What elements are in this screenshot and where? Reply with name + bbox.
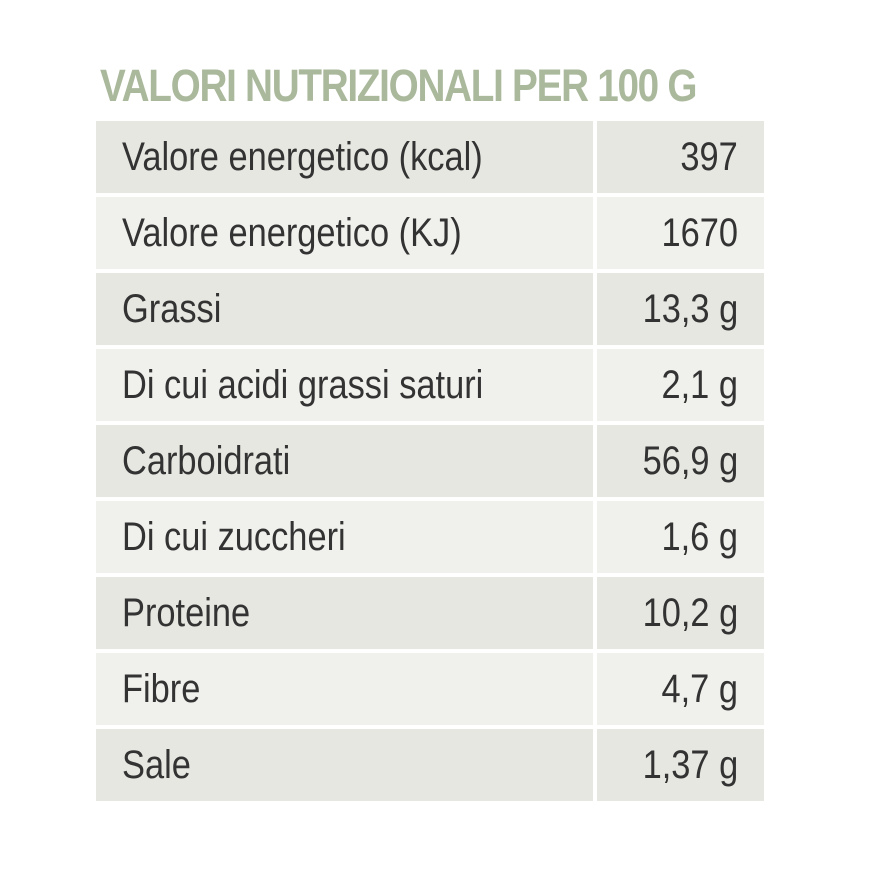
table-row: Carboidrati 56,9 g xyxy=(96,425,764,497)
table-row: Sale 1,37 g xyxy=(96,729,764,801)
row-value: 1,37 g xyxy=(642,743,738,787)
row-label-cell: Grassi xyxy=(96,273,593,345)
row-value-cell: 1670 xyxy=(597,197,764,269)
row-value: 10,2 g xyxy=(642,591,738,635)
row-value: 4,7 g xyxy=(661,667,738,711)
row-value-cell: 1,37 g xyxy=(597,729,764,801)
row-label: Valore energetico (kcal) xyxy=(122,135,483,179)
row-label: Valore energetico (KJ) xyxy=(122,211,462,255)
row-label: Sale xyxy=(122,743,191,787)
row-label: Di cui zuccheri xyxy=(122,515,346,559)
row-value: 13,3 g xyxy=(642,287,738,331)
row-label-cell: Valore energetico (KJ) xyxy=(96,197,593,269)
row-label: Fibre xyxy=(122,667,201,711)
nutrition-table-title: VALORI NUTRIZIONALI PER 100 G xyxy=(100,60,697,111)
row-value: 397 xyxy=(680,135,738,179)
row-label-cell: Di cui zuccheri xyxy=(96,501,593,573)
nutrition-table: Valore energetico (kcal) 397 Valore ener… xyxy=(96,121,764,801)
row-value: 56,9 g xyxy=(642,439,738,483)
row-label: Proteine xyxy=(122,591,251,635)
table-row: Proteine 10,2 g xyxy=(96,577,764,649)
row-value-cell: 13,3 g xyxy=(597,273,764,345)
row-label-cell: Carboidrati xyxy=(96,425,593,497)
row-label: Grassi xyxy=(122,287,222,331)
table-row: Grassi 13,3 g xyxy=(96,273,764,345)
row-label: Di cui acidi grassi saturi xyxy=(122,363,484,407)
row-label-cell: Fibre xyxy=(96,653,593,725)
row-value: 2,1 g xyxy=(661,363,738,407)
row-value-cell: 1,6 g xyxy=(597,501,764,573)
row-label: Carboidrati xyxy=(122,439,291,483)
row-label-cell: Di cui acidi grassi saturi xyxy=(96,349,593,421)
row-value-cell: 2,1 g xyxy=(597,349,764,421)
row-value-cell: 4,7 g xyxy=(597,653,764,725)
row-value: 1670 xyxy=(661,211,738,255)
row-value: 1,6 g xyxy=(661,515,738,559)
row-label-cell: Proteine xyxy=(96,577,593,649)
table-row: Di cui acidi grassi saturi 2,1 g xyxy=(96,349,764,421)
row-label-cell: Valore energetico (kcal) xyxy=(96,121,593,193)
row-value-cell: 10,2 g xyxy=(597,577,764,649)
table-row: Fibre 4,7 g xyxy=(96,653,764,725)
table-row: Valore energetico (KJ) 1670 xyxy=(96,197,764,269)
table-row: Di cui zuccheri 1,6 g xyxy=(96,501,764,573)
row-value-cell: 397 xyxy=(597,121,764,193)
row-value-cell: 56,9 g xyxy=(597,425,764,497)
row-label-cell: Sale xyxy=(96,729,593,801)
table-row: Valore energetico (kcal) 397 xyxy=(96,121,764,193)
